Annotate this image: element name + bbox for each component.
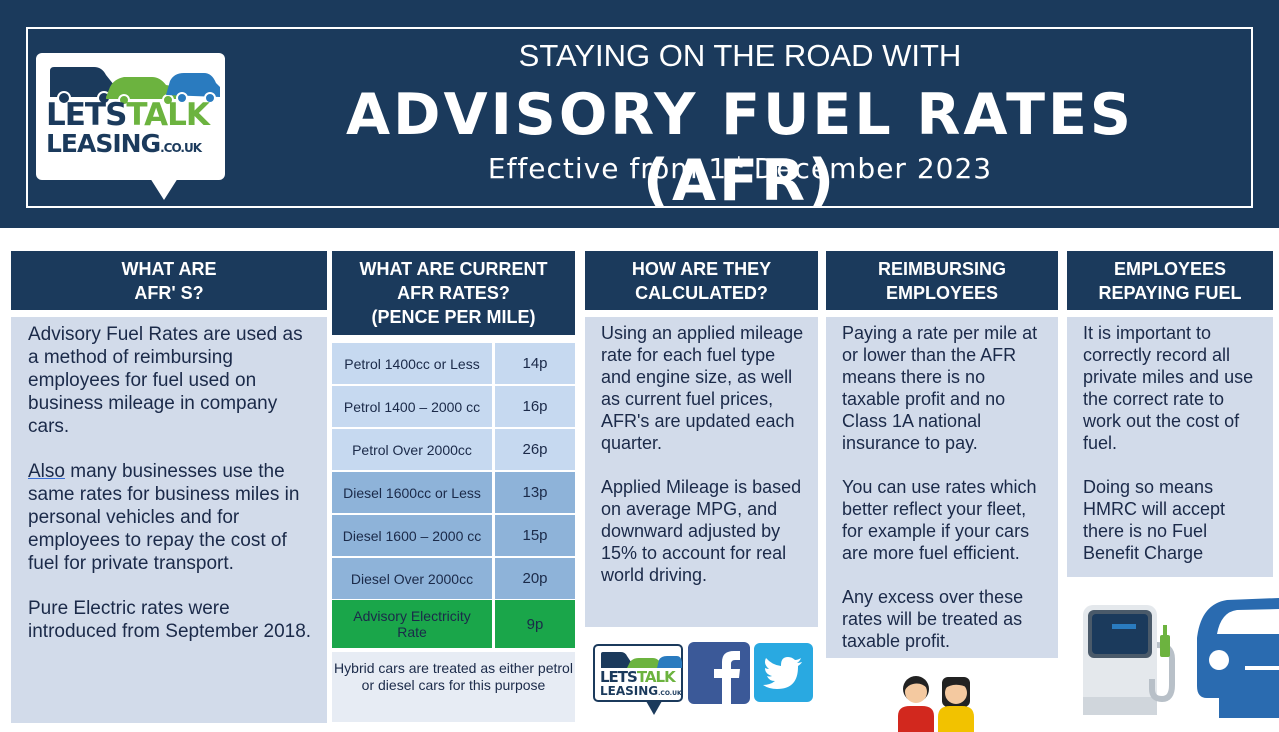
rate-value: 26p xyxy=(495,429,575,470)
facebook-icon[interactable] xyxy=(688,642,750,704)
paragraph: Using an applied mileage rate for each f… xyxy=(601,323,804,453)
rate-name: Diesel Over 2000cc xyxy=(332,558,492,599)
rate-value: 13p xyxy=(495,472,575,513)
heading-line: WHAT ARE CURRENT xyxy=(359,259,548,279)
heading-line: REPAYING FUEL xyxy=(1098,282,1242,303)
mini-logo[interactable]: LETSTALK LEASING.CO.UK xyxy=(593,644,683,702)
paragraph: Pure Electric rates were introduced from… xyxy=(28,598,312,642)
mini-logo-text2: LEASING.CO.UK xyxy=(600,684,682,698)
reimbursing-panel: Paying a rate per mile at or lower than … xyxy=(826,317,1058,658)
paragraph: Advisory Fuel Rates are used as a method… xyxy=(28,324,303,437)
rate-row: Diesel Over 2000cc 20p xyxy=(332,558,575,599)
subtitle-sup: st xyxy=(727,152,744,172)
paragraph: Doing so means HMRC will accept there is… xyxy=(1083,477,1226,563)
rate-value: 20p xyxy=(495,558,575,599)
page-title: ADVISORY FUEL RATES (AFR) xyxy=(346,82,1134,214)
rate-name: Petrol 1400 – 2000 cc xyxy=(332,386,492,427)
title-top: STAYING ON THE ROAD WITH xyxy=(518,38,962,73)
current-rates-heading: WHAT ARE CURRENT AFR RATES? (PENCE PER M… xyxy=(332,251,575,335)
rate-value: 14p xyxy=(495,343,575,384)
subtitle-post: December 2023 xyxy=(743,152,993,185)
hybrid-note: Hybrid cars are treated as either petrol… xyxy=(332,652,575,722)
heading-line: AFR' S? xyxy=(134,282,204,303)
lets-talk-leasing-logo[interactable]: LETSTALK LEASING.CO.UK xyxy=(36,53,225,180)
twitter-bird xyxy=(763,657,802,689)
paragraph: Also many businesses use the same rates … xyxy=(28,460,313,575)
rate-name: Petrol Over 2000cc xyxy=(332,429,492,470)
paragraph: It is important to correctly record all … xyxy=(1083,323,1254,453)
paragraph-text: many businesses use the same rates for b… xyxy=(28,461,300,574)
logo-text-line1: LETSTALK xyxy=(46,97,210,133)
banner-frame xyxy=(26,27,1253,208)
rate-row: Diesel 1600 – 2000 cc 15p xyxy=(332,515,575,556)
calculated-panel: Using an applied mileage rate for each f… xyxy=(585,317,818,627)
rate-name: Petrol 1400cc or Less xyxy=(332,343,492,384)
vehicles-icon xyxy=(601,652,682,668)
repaying-panel: It is important to correctly record all … xyxy=(1067,317,1273,577)
heading-line: HOW ARE THEY xyxy=(631,258,772,279)
facebook-glyph xyxy=(714,651,740,704)
logo-word-lets: LETS xyxy=(46,97,127,133)
paragraph: You can use rates which better reflect y… xyxy=(842,477,1037,563)
header-banner: STAYING ON THE ROAD WITH ADVISORY FUEL R… xyxy=(0,0,1279,228)
logo-word-talk: TALK xyxy=(126,97,210,133)
heading-line: (PENCE PER MILE) xyxy=(371,307,536,327)
heading-line: WHAT ARE xyxy=(121,258,217,279)
logo-domain: .CO.UK xyxy=(160,141,202,155)
mini-talk: TALK xyxy=(636,668,676,686)
car-icon xyxy=(1197,598,1279,718)
reimbursing-heading: REIMBURSING EMPLOYEES xyxy=(826,251,1058,310)
what-are-afr-panel: Advisory Fuel Rates are used as a method… xyxy=(11,317,327,723)
vehicles-icon xyxy=(50,67,220,106)
logo-word-leasing: LEASING xyxy=(46,129,161,158)
heading-line: EMPLOYEES xyxy=(885,282,999,303)
heading-line: CALCULATED? xyxy=(635,282,768,303)
paragraph: Any excess over these rates will be trea… xyxy=(842,587,1024,651)
fuel-pump-icon xyxy=(1083,605,1175,715)
subtitle: Effective from 1st December 2023 xyxy=(380,152,1100,185)
heading-line: AFR RATES? xyxy=(397,283,510,303)
mini-domain: .CO.UK xyxy=(658,690,682,697)
what-are-afr-heading: WHAT ARE AFR' S? xyxy=(11,251,327,310)
mini-logo-tail xyxy=(646,701,662,715)
rate-name: Diesel 1600cc or Less xyxy=(332,472,492,513)
rate-row: Petrol 1400cc or Less 14p xyxy=(332,343,575,384)
rate-row-electric: Advisory Electricity Rate 9p xyxy=(332,600,575,648)
heading-line: REIMBURSING xyxy=(877,258,1006,279)
logo-text-line2: LEASING.CO.UK xyxy=(46,129,202,158)
logo-speech-tail xyxy=(150,178,178,200)
rate-row: Petrol 1400 – 2000 cc 16p xyxy=(332,386,575,427)
also-link[interactable]: Also xyxy=(28,461,65,482)
mini-leasing: LEASING xyxy=(600,684,659,698)
heading-line: EMPLOYEES xyxy=(1113,258,1227,279)
rate-value: 16p xyxy=(495,386,575,427)
rate-name: Diesel 1600 – 2000 cc xyxy=(332,515,492,556)
paragraph: Paying a rate per mile at or lower than … xyxy=(842,323,1038,453)
rate-value: 15p xyxy=(495,515,575,556)
people-icon xyxy=(898,676,974,732)
rate-row: Petrol Over 2000cc 26p xyxy=(332,429,575,470)
mini-logo-text1: LETSTALK xyxy=(600,668,676,686)
rate-name: Advisory Electricity Rate xyxy=(332,600,492,648)
repaying-heading: EMPLOYEES REPAYING FUEL xyxy=(1067,251,1273,310)
paragraph: Applied Mileage is based on average MPG,… xyxy=(601,477,802,585)
subtitle-pre: Effective from 1 xyxy=(487,152,728,185)
calculated-heading: HOW ARE THEY CALCULATED? xyxy=(585,251,818,310)
rate-value: 9p xyxy=(495,600,575,648)
mini-lets: LETS xyxy=(600,668,638,686)
twitter-icon[interactable] xyxy=(754,643,813,702)
rate-row: Diesel 1600cc or Less 13p xyxy=(332,472,575,513)
